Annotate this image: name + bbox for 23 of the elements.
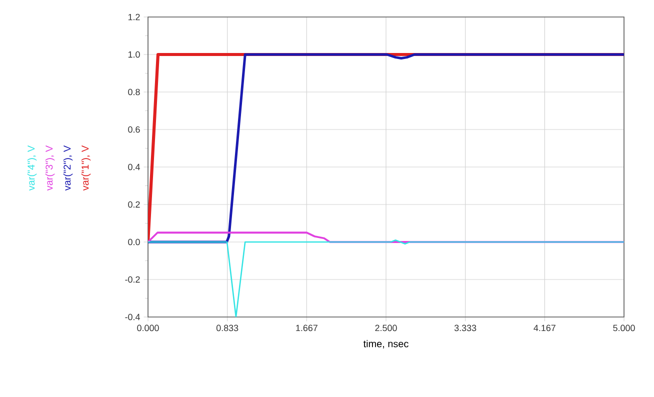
line-series xyxy=(148,239,624,317)
y-tick-label: 0.4 xyxy=(128,164,140,170)
y-tick-label: 0.2 xyxy=(128,201,140,208)
x-tick-label: 3.333 xyxy=(454,324,476,332)
text: var("1"), V xyxy=(81,145,91,191)
y-tick-label: 1.2 xyxy=(128,14,140,20)
y-tick-label: -0.4 xyxy=(125,314,140,320)
y-tick-label: -0.2 xyxy=(125,276,140,283)
x-tick-label: 4.167 xyxy=(534,324,556,332)
y-tick-label: 0.8 xyxy=(128,88,140,96)
x-axis-title: time, nsec xyxy=(363,340,408,348)
x-tick-label: 2.500 xyxy=(375,324,397,332)
text: var("4"), V xyxy=(27,145,37,191)
x-tick-label: 0.000 xyxy=(137,324,159,332)
line-series xyxy=(148,232,624,243)
y-tick-label: 1.0 xyxy=(128,51,140,58)
x-tick-label: 5.000 xyxy=(613,324,635,332)
y-tick-label: 0.0 xyxy=(128,238,140,246)
text: var("3"), V xyxy=(45,145,55,191)
y-tick-label: 0.6 xyxy=(128,126,140,133)
text: var("2"), V xyxy=(63,145,73,191)
x-tick-label: 1.667 xyxy=(296,324,318,332)
x-tick-label: 0.833 xyxy=(216,324,238,332)
